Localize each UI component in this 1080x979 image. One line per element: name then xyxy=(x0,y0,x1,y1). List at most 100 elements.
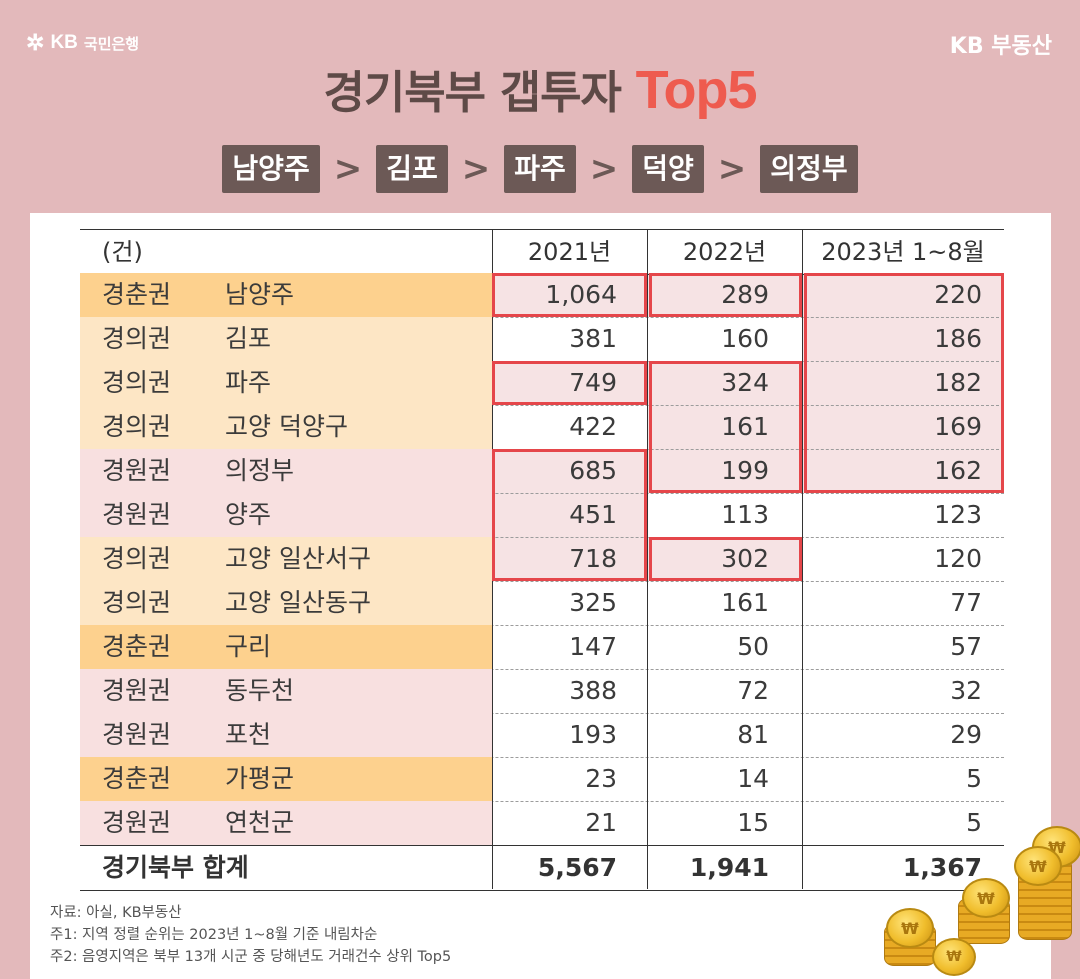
district-cell: 고양 일산서구 xyxy=(225,544,371,573)
region-cell: 경춘권 xyxy=(102,764,172,793)
column-divider xyxy=(802,229,803,889)
zone-shading xyxy=(80,317,492,361)
zone-shading xyxy=(80,449,492,493)
district-cell: 의정부 xyxy=(225,456,295,485)
kb-kookmin-bank-logo: ✲ KB 국민은행 xyxy=(26,30,139,56)
highlight-fill xyxy=(647,537,802,581)
zone-shading xyxy=(80,713,492,757)
value-2021: 23 xyxy=(585,764,617,793)
note-1: 주1: 지역 정렬 순위는 2023년 1~8월 기준 내림차순 xyxy=(50,927,378,943)
zone-shading xyxy=(80,625,492,669)
value-2021: 749 xyxy=(569,368,617,397)
table-row: 경원권 포천 193 81 29 xyxy=(80,713,1004,758)
route-chip-5: 의정부 xyxy=(760,145,858,193)
region-cell: 경의권 xyxy=(102,368,172,397)
value-2021: 147 xyxy=(569,632,617,661)
zone-shading xyxy=(80,273,492,317)
note-source: 자료: 아실, KB부동산 xyxy=(50,905,182,921)
district-cell: 고양 일산동구 xyxy=(225,588,371,617)
table-row: 경춘권 가평군 23 14 5 xyxy=(80,757,1004,802)
value-2023: 182 xyxy=(934,368,982,397)
page-title: 경기북부 갭투자 Top5 xyxy=(0,56,1080,121)
value-2021: 193 xyxy=(569,720,617,749)
total-2022: 1,941 xyxy=(689,853,769,882)
region-cell: 경의권 xyxy=(102,412,172,441)
ranking-route: 남양주 > 김포 > 파주 > 덕양 > 의정부 xyxy=(0,144,1080,194)
district-cell: 동두천 xyxy=(225,676,295,705)
value-2023: 220 xyxy=(934,280,982,309)
value-2023: 5 xyxy=(966,764,982,793)
kb-real-estate-logo: KB 부동산 xyxy=(949,34,1052,59)
zone-shading xyxy=(80,669,492,713)
value-2022: 324 xyxy=(721,368,769,397)
value-2022: 289 xyxy=(721,280,769,309)
footnotes: 자료: 아실, KB부동산 주1: 지역 정렬 순위는 2023년 1~8월 기… xyxy=(50,902,451,968)
top5-highlight-box xyxy=(492,273,647,317)
won-coin-icon: ₩ xyxy=(932,938,976,976)
total-2021: 5,567 xyxy=(537,853,617,882)
zone-shading xyxy=(80,757,492,801)
highlight-fill xyxy=(802,273,1004,493)
value-2023: 77 xyxy=(950,588,982,617)
value-2023: 32 xyxy=(950,676,982,705)
region-cell: 경원권 xyxy=(102,500,172,529)
unit-label: (건) xyxy=(102,238,143,266)
title-main: 경기북부 갭투자 xyxy=(323,66,636,119)
value-2022: 81 xyxy=(737,720,769,749)
region-cell: 경의권 xyxy=(102,588,172,617)
table-row: 경원권 연천군 21 15 5 xyxy=(80,801,1004,846)
district-cell: 양주 xyxy=(225,500,272,529)
zone-shading xyxy=(80,405,492,449)
kb-logo-text: KB xyxy=(50,32,78,53)
value-2022: 72 xyxy=(737,676,769,705)
top5-highlight-box xyxy=(649,361,802,493)
highlight-fill xyxy=(647,273,802,317)
kb-bank-name: 국민은행 xyxy=(83,34,140,53)
district-cell: 연천군 xyxy=(225,808,295,837)
top5-highlight-box xyxy=(649,537,802,581)
table-row: 경의권 고양 덕양구 422 161 169 xyxy=(80,405,1004,450)
value-2023: 162 xyxy=(934,456,982,485)
district-cell: 가평군 xyxy=(225,764,295,793)
region-cell: 경원권 xyxy=(102,808,172,837)
value-2022: 199 xyxy=(721,456,769,485)
title-accent: Top5 xyxy=(635,60,758,120)
route-arrow-icon: > xyxy=(717,149,747,189)
table-header: (건) 2021년 2022년 2023년 1~8월 xyxy=(80,229,1004,275)
col-2022: 2022년 xyxy=(682,238,767,266)
note-2: 주2: 음영지역은 북부 13개 시군 중 당해년도 거래건수 상위 Top5 xyxy=(50,949,452,965)
value-2021: 1,064 xyxy=(545,280,617,309)
value-2022: 113 xyxy=(721,500,769,529)
highlight-fill xyxy=(492,449,647,581)
district-cell: 고양 덕양구 xyxy=(225,412,348,441)
value-2023: 169 xyxy=(934,412,982,441)
value-2021: 451 xyxy=(569,500,617,529)
top5-highlight-box xyxy=(804,273,1004,493)
value-2021: 388 xyxy=(569,676,617,705)
total-row: 경기북부 합계 5,567 1,941 1,367 xyxy=(80,845,1004,891)
highlight-fill xyxy=(492,273,647,317)
route-arrow-icon: > xyxy=(333,149,363,189)
value-2022: 50 xyxy=(737,632,769,661)
value-2023: 120 xyxy=(934,544,982,573)
top5-highlight-box xyxy=(492,361,647,405)
highlight-fill xyxy=(492,361,647,405)
won-coin-icon: ₩ xyxy=(1014,846,1062,886)
value-2021: 718 xyxy=(569,544,617,573)
route-chip-1: 남양주 xyxy=(222,145,320,193)
route-chip-2: 김포 xyxy=(376,145,448,193)
table-row: 경의권 파주 749 324 182 xyxy=(80,361,1004,406)
table-row: 경춘권 구리 147 50 57 xyxy=(80,625,1004,670)
route-chip-3: 파주 xyxy=(504,145,576,193)
table-row: 경의권 고양 일산서구 718 302 120 xyxy=(80,537,1004,582)
region-cell: 경원권 xyxy=(102,676,172,705)
column-divider xyxy=(647,229,648,889)
value-2023: 5 xyxy=(966,808,982,837)
region-cell: 경원권 xyxy=(102,720,172,749)
value-2023: 57 xyxy=(950,632,982,661)
value-2021: 21 xyxy=(585,808,617,837)
route-arrow-icon: > xyxy=(589,149,619,189)
value-2022: 161 xyxy=(721,412,769,441)
district-cell: 파주 xyxy=(225,368,272,397)
zone-shading xyxy=(80,801,492,845)
